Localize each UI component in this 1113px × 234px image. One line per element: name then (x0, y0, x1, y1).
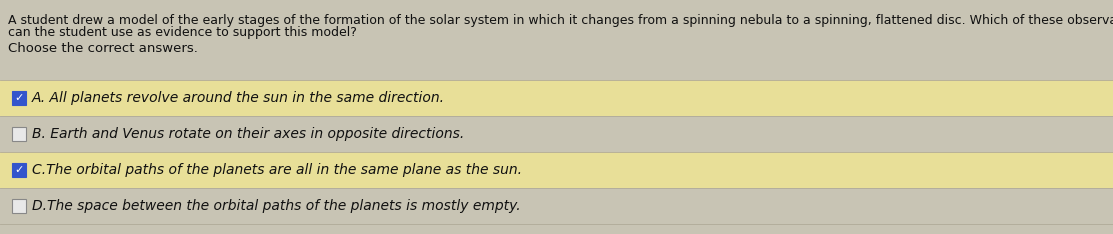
Text: D.The space between the orbital paths of the planets is mostly empty.: D.The space between the orbital paths of… (32, 199, 521, 213)
Text: A. All planets revolve around the sun in the same direction.: A. All planets revolve around the sun in… (32, 91, 445, 105)
Text: B. Earth and Venus rotate on their axes in opposite directions.: B. Earth and Venus rotate on their axes … (32, 127, 464, 141)
Bar (12, 91, 26, 105)
Bar (0, 188, 1113, 224)
Text: A student drew a model of the early stages of the formation of the solar system : A student drew a model of the early stag… (8, 14, 1113, 27)
Text: Choose the correct answers.: Choose the correct answers. (8, 42, 198, 55)
Bar (12, 163, 26, 177)
Bar (0, 152, 1113, 188)
Text: ✓: ✓ (14, 92, 23, 102)
Text: ✓: ✓ (14, 165, 23, 175)
Text: C.The orbital paths of the planets are all in the same plane as the sun.: C.The orbital paths of the planets are a… (32, 163, 522, 177)
Text: can the student use as evidence to support this model?: can the student use as evidence to suppo… (8, 26, 357, 39)
Bar (0, 116, 1113, 152)
Bar (12, 127, 26, 141)
Bar (0, 80, 1113, 116)
Bar (12, 199, 26, 213)
